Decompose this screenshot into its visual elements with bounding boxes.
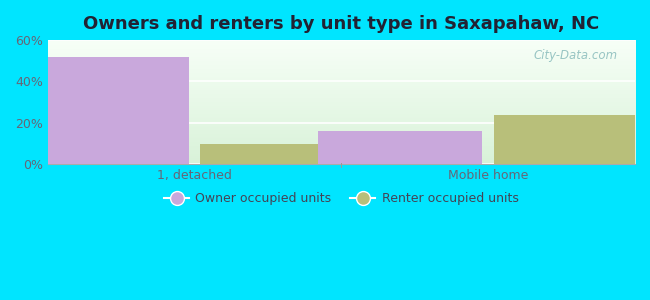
Bar	[318, 131, 482, 164]
Text: City-Data.com: City-Data.com	[533, 49, 618, 62]
Bar	[494, 115, 650, 164]
Title: Owners and renters by unit type in Saxapahaw, NC: Owners and renters by unit type in Saxap…	[83, 15, 599, 33]
Bar	[200, 143, 365, 164]
Bar	[24, 57, 188, 164]
Legend: Owner occupied units, Renter occupied units: Owner occupied units, Renter occupied un…	[159, 187, 523, 210]
